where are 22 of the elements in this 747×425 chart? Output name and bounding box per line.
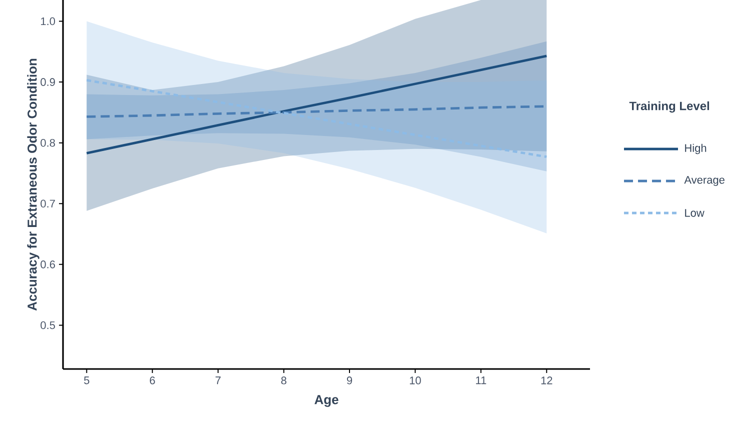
legend-title: Training Level	[629, 101, 710, 113]
y-axis-title: Accuracy for Extraneous Odor Condition	[27, 58, 40, 311]
legend-label: Average	[684, 176, 724, 186]
y-tick-label: 0.8	[40, 138, 55, 147]
y-tick-label: 0.9	[40, 78, 55, 86]
y-tick-label: 0.5	[40, 321, 56, 330]
line-series	[85, 54, 548, 154]
legend-label: Low	[685, 209, 704, 217]
x-tick-label: 9	[346, 376, 352, 384]
y-tick-label: 0.6	[40, 260, 55, 268]
line-series	[85, 79, 548, 158]
x-tick-label: 12	[541, 376, 552, 384]
x-tick-label: 5	[84, 376, 90, 384]
y-tick-label: 0.7	[40, 200, 55, 208]
x-tick-label: 7	[216, 376, 221, 384]
x-tick-label: 8	[281, 376, 286, 384]
x-tick-label: 11	[476, 376, 486, 384]
x-tick-label: 10	[410, 376, 421, 384]
x-tick-label: 6	[150, 376, 155, 384]
legend-label: High	[685, 144, 706, 154]
y-tick-label: 1.0	[41, 17, 56, 26]
x-axis-title: Age	[314, 395, 338, 407]
